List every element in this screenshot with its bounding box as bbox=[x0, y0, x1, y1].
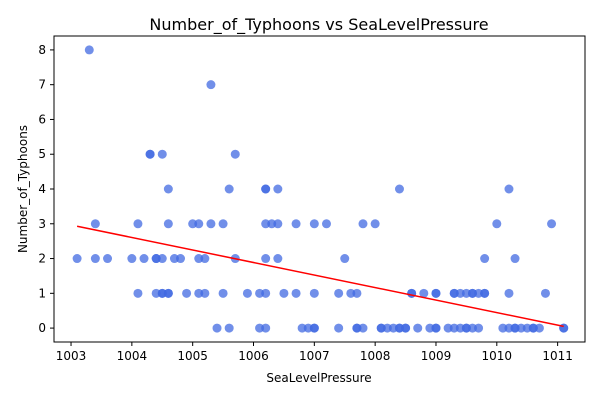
data-point bbox=[291, 288, 301, 298]
x-axis-label: SeaLevelPressure bbox=[266, 371, 371, 385]
y-tick-label: 5 bbox=[38, 147, 46, 161]
data-point bbox=[157, 254, 167, 264]
x-tick-label: 1010 bbox=[482, 349, 513, 363]
x-tick-label: 1009 bbox=[421, 349, 452, 363]
y-tick-label: 4 bbox=[38, 182, 46, 196]
data-point bbox=[334, 323, 344, 333]
data-point bbox=[431, 288, 441, 298]
data-point bbox=[242, 288, 252, 298]
data-point bbox=[139, 254, 149, 264]
data-point bbox=[163, 184, 173, 194]
data-point bbox=[394, 184, 404, 194]
data-point bbox=[480, 254, 490, 264]
y-tick-label: 0 bbox=[38, 321, 46, 335]
data-point bbox=[182, 288, 192, 298]
data-point bbox=[200, 288, 210, 298]
data-point bbox=[504, 288, 514, 298]
data-point bbox=[84, 45, 94, 55]
data-point bbox=[261, 254, 271, 264]
data-point bbox=[194, 219, 204, 229]
data-point bbox=[352, 288, 362, 298]
data-point bbox=[261, 323, 271, 333]
data-point bbox=[273, 219, 283, 229]
data-point bbox=[480, 288, 490, 298]
points-layer bbox=[72, 45, 569, 333]
data-point bbox=[358, 323, 368, 333]
data-point bbox=[72, 254, 82, 264]
data-point bbox=[309, 219, 319, 229]
x-tick-label: 1007 bbox=[299, 349, 330, 363]
data-point bbox=[291, 219, 301, 229]
data-point bbox=[145, 149, 155, 159]
data-point bbox=[206, 219, 216, 229]
x-tick-label: 1004 bbox=[117, 349, 148, 363]
data-point bbox=[230, 149, 240, 159]
x-tick-label: 1006 bbox=[238, 349, 269, 363]
data-point bbox=[127, 254, 137, 264]
data-point bbox=[401, 323, 411, 333]
y-tick-label: 8 bbox=[38, 43, 46, 57]
x-tick-label: 1003 bbox=[56, 349, 87, 363]
y-tick-label: 2 bbox=[38, 252, 46, 266]
data-point bbox=[413, 323, 423, 333]
data-point bbox=[534, 323, 544, 333]
data-point bbox=[504, 184, 514, 194]
data-point bbox=[90, 254, 100, 264]
data-point bbox=[163, 288, 173, 298]
y-tick-label: 1 bbox=[38, 286, 46, 300]
data-point bbox=[273, 254, 283, 264]
data-point bbox=[547, 219, 557, 229]
data-point bbox=[157, 149, 167, 159]
x-tick-label: 1011 bbox=[542, 349, 573, 363]
data-point bbox=[261, 288, 271, 298]
data-point bbox=[273, 184, 283, 194]
data-point bbox=[103, 254, 113, 264]
data-point bbox=[419, 288, 429, 298]
data-point bbox=[200, 254, 210, 264]
chart-title: Number_of_Typhoons vs SeaLevelPressure bbox=[149, 15, 488, 35]
data-point bbox=[510, 254, 520, 264]
data-point bbox=[163, 219, 173, 229]
data-point bbox=[218, 219, 228, 229]
data-point bbox=[90, 219, 100, 229]
data-point bbox=[334, 288, 344, 298]
data-point bbox=[358, 219, 368, 229]
data-point bbox=[218, 288, 228, 298]
data-point bbox=[212, 323, 222, 333]
data-point bbox=[206, 80, 216, 90]
data-point bbox=[370, 219, 380, 229]
data-point bbox=[133, 288, 143, 298]
data-point bbox=[340, 254, 350, 264]
data-point bbox=[224, 323, 234, 333]
data-point bbox=[309, 288, 319, 298]
x-tick-label: 1008 bbox=[360, 349, 391, 363]
trend-line bbox=[76, 225, 564, 328]
data-point bbox=[309, 323, 319, 333]
data-point bbox=[279, 288, 289, 298]
y-tick-label: 6 bbox=[38, 112, 46, 126]
x-tick-label: 1005 bbox=[177, 349, 208, 363]
y-tick-label: 3 bbox=[38, 217, 46, 231]
data-point bbox=[176, 254, 186, 264]
data-point bbox=[474, 323, 484, 333]
data-point bbox=[431, 323, 441, 333]
data-point bbox=[133, 219, 143, 229]
data-point bbox=[321, 219, 331, 229]
y-axis-ticks: 0 1 2 3 4 5 6 7 8 bbox=[38, 43, 54, 335]
x-axis-ticks: 1003 1004 1005 1006 1007 1008 1009 1010 1011 bbox=[56, 342, 573, 363]
y-axis-label: Number_of_Typhoons bbox=[16, 125, 30, 253]
data-point bbox=[261, 184, 271, 194]
data-point bbox=[224, 184, 234, 194]
data-point bbox=[540, 288, 550, 298]
y-tick-label: 7 bbox=[38, 78, 46, 92]
data-point bbox=[492, 219, 502, 229]
